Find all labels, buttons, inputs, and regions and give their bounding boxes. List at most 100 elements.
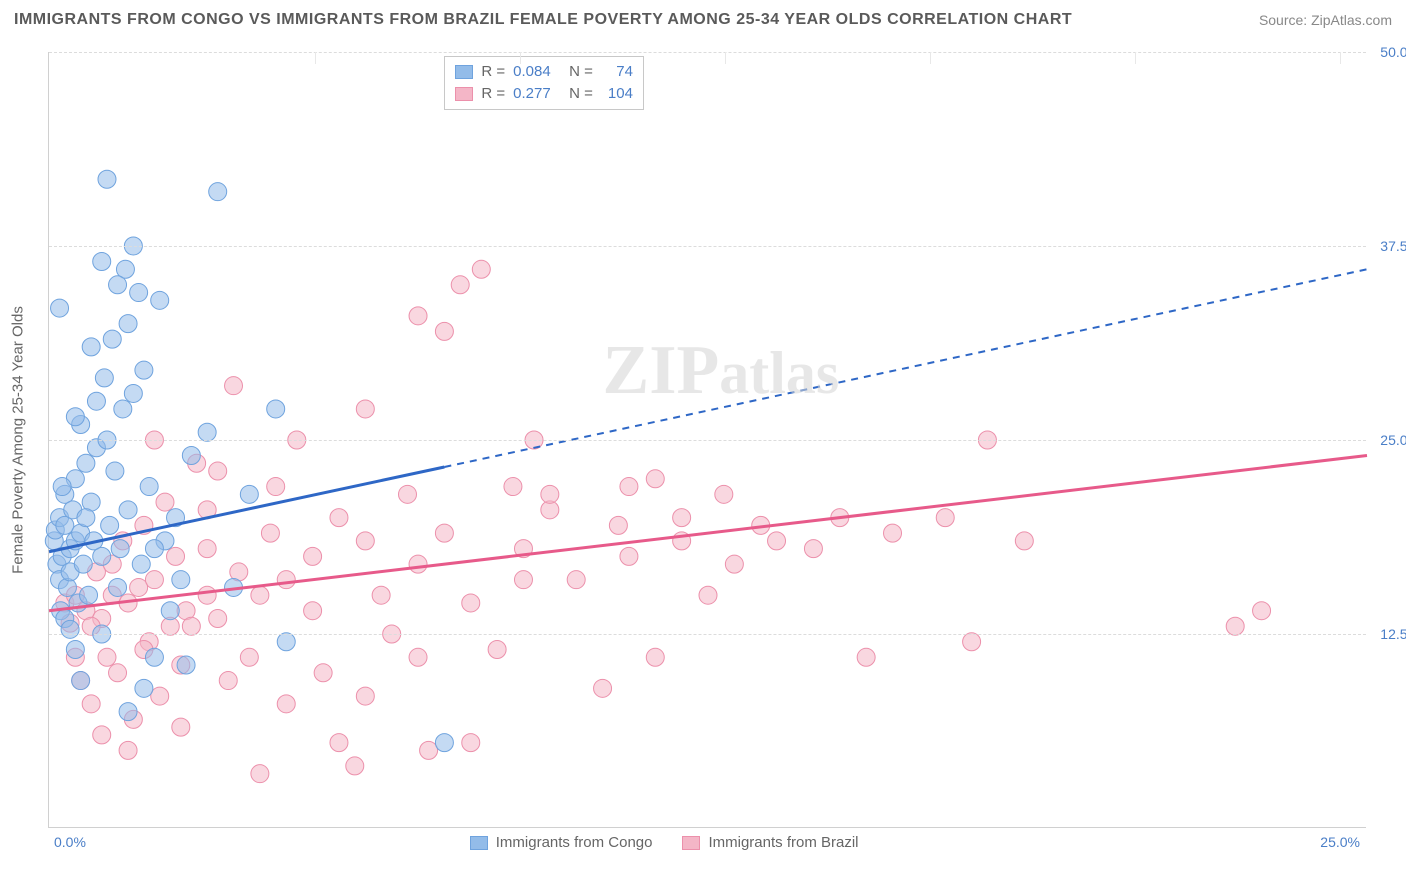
- scatter-point: [462, 734, 480, 752]
- scatter-point: [963, 633, 981, 651]
- scatter-point: [130, 284, 148, 302]
- scatter-point: [356, 687, 374, 705]
- x-tick-label: 0.0%: [54, 834, 86, 850]
- scatter-point: [109, 578, 127, 596]
- scatter-point: [66, 408, 84, 426]
- x-tick-mark: [1340, 52, 1341, 64]
- y-tick-label: 25.0%: [1380, 432, 1406, 448]
- legend-swatch: [455, 87, 473, 101]
- y-axis-label: Female Poverty Among 25-34 Year Olds: [10, 306, 27, 574]
- scatter-point: [267, 478, 285, 496]
- scatter-point: [409, 307, 427, 325]
- scatter-point: [240, 485, 258, 503]
- scatter-point: [356, 400, 374, 418]
- scatter-point: [82, 338, 100, 356]
- hgrid-line: [49, 246, 1366, 247]
- x-tick-mark: [725, 52, 726, 64]
- scatter-point: [198, 423, 216, 441]
- scatter-point: [98, 648, 116, 666]
- scatter-point: [304, 602, 322, 620]
- scatter-point: [488, 641, 506, 659]
- scatter-point: [435, 734, 453, 752]
- scatter-point: [725, 555, 743, 573]
- scatter-point: [240, 648, 258, 666]
- scatter-point: [93, 726, 111, 744]
- series-legend-label: Immigrants from Brazil: [708, 834, 858, 851]
- scatter-point: [106, 462, 124, 480]
- scatter-point: [198, 586, 216, 604]
- scatter-point: [673, 509, 691, 527]
- scatter-point: [804, 540, 822, 558]
- hgrid-line: [49, 52, 1366, 53]
- x-tick-mark: [315, 52, 316, 64]
- scatter-point: [225, 377, 243, 395]
- scatter-point: [594, 679, 612, 697]
- scatter-point: [119, 741, 137, 759]
- scatter-point: [93, 547, 111, 565]
- scatter-point: [135, 679, 153, 697]
- source-label: Source:: [1259, 12, 1311, 28]
- scatter-point: [58, 578, 76, 596]
- scatter-point: [435, 322, 453, 340]
- n-value: 74: [601, 61, 633, 83]
- scatter-point: [277, 695, 295, 713]
- y-tick-label: 12.5%: [1380, 626, 1406, 642]
- y-tick-label: 50.0%: [1380, 44, 1406, 60]
- series-legend-item: Immigrants from Brazil: [682, 834, 858, 851]
- scatter-point: [1015, 532, 1033, 550]
- series-legend: Immigrants from Congo Immigrants from Bra…: [470, 834, 859, 851]
- scatter-point: [472, 260, 490, 278]
- scatter-point: [172, 571, 190, 589]
- scatter-point: [53, 478, 71, 496]
- legend-swatch: [455, 65, 473, 79]
- series-legend-item: Immigrants from Congo: [470, 834, 653, 851]
- n-label: N =: [569, 83, 593, 105]
- y-tick-label: 37.5%: [1380, 238, 1406, 254]
- hgrid-line: [49, 634, 1366, 635]
- scatter-point: [277, 571, 295, 589]
- scatter-point: [699, 586, 717, 604]
- scatter-point: [435, 524, 453, 542]
- n-label: N =: [569, 61, 593, 83]
- scatter-point: [156, 493, 174, 511]
- scatter-point: [857, 648, 875, 666]
- scatter-point: [409, 648, 427, 666]
- scatter-point: [251, 586, 269, 604]
- scatter-point: [140, 478, 158, 496]
- scatter-point: [103, 330, 121, 348]
- scatter-point: [61, 620, 79, 638]
- scatter-point: [462, 594, 480, 612]
- scatter-point: [620, 547, 638, 565]
- scatter-point: [109, 664, 127, 682]
- scatter-point: [219, 672, 237, 690]
- trend-line-solid: [49, 467, 444, 552]
- scatter-point: [620, 478, 638, 496]
- chart-header: IMMIGRANTS FROM CONGO VS IMMIGRANTS FROM…: [0, 0, 1406, 40]
- trend-line-dashed: [444, 269, 1367, 467]
- chart-title: IMMIGRANTS FROM CONGO VS IMMIGRANTS FROM…: [14, 11, 1072, 29]
- scatter-point: [98, 170, 116, 188]
- scatter-point: [66, 641, 84, 659]
- scatter-point: [93, 253, 111, 271]
- scatter-point: [609, 516, 627, 534]
- scatter-point: [936, 509, 954, 527]
- chart-source: Source: ZipAtlas.com: [1259, 12, 1392, 28]
- scatter-point: [95, 369, 113, 387]
- scatter-point: [409, 555, 427, 573]
- x-tick-mark: [1135, 52, 1136, 64]
- r-value: 0.084: [513, 61, 561, 83]
- correlation-legend: R = 0.084N = 74R = 0.277N = 104: [444, 56, 644, 110]
- scatter-point: [167, 547, 185, 565]
- correlation-legend-row: R = 0.084N = 74: [455, 61, 633, 83]
- scatter-point: [251, 765, 269, 783]
- scatter-point: [135, 361, 153, 379]
- scatter-point: [261, 524, 279, 542]
- scatter-point: [314, 664, 332, 682]
- scatter-point: [304, 547, 322, 565]
- scatter-point: [161, 602, 179, 620]
- scatter-point: [182, 447, 200, 465]
- scatter-point: [514, 571, 532, 589]
- scatter-point: [72, 672, 90, 690]
- scatter-point: [145, 571, 163, 589]
- scatter-point: [646, 648, 664, 666]
